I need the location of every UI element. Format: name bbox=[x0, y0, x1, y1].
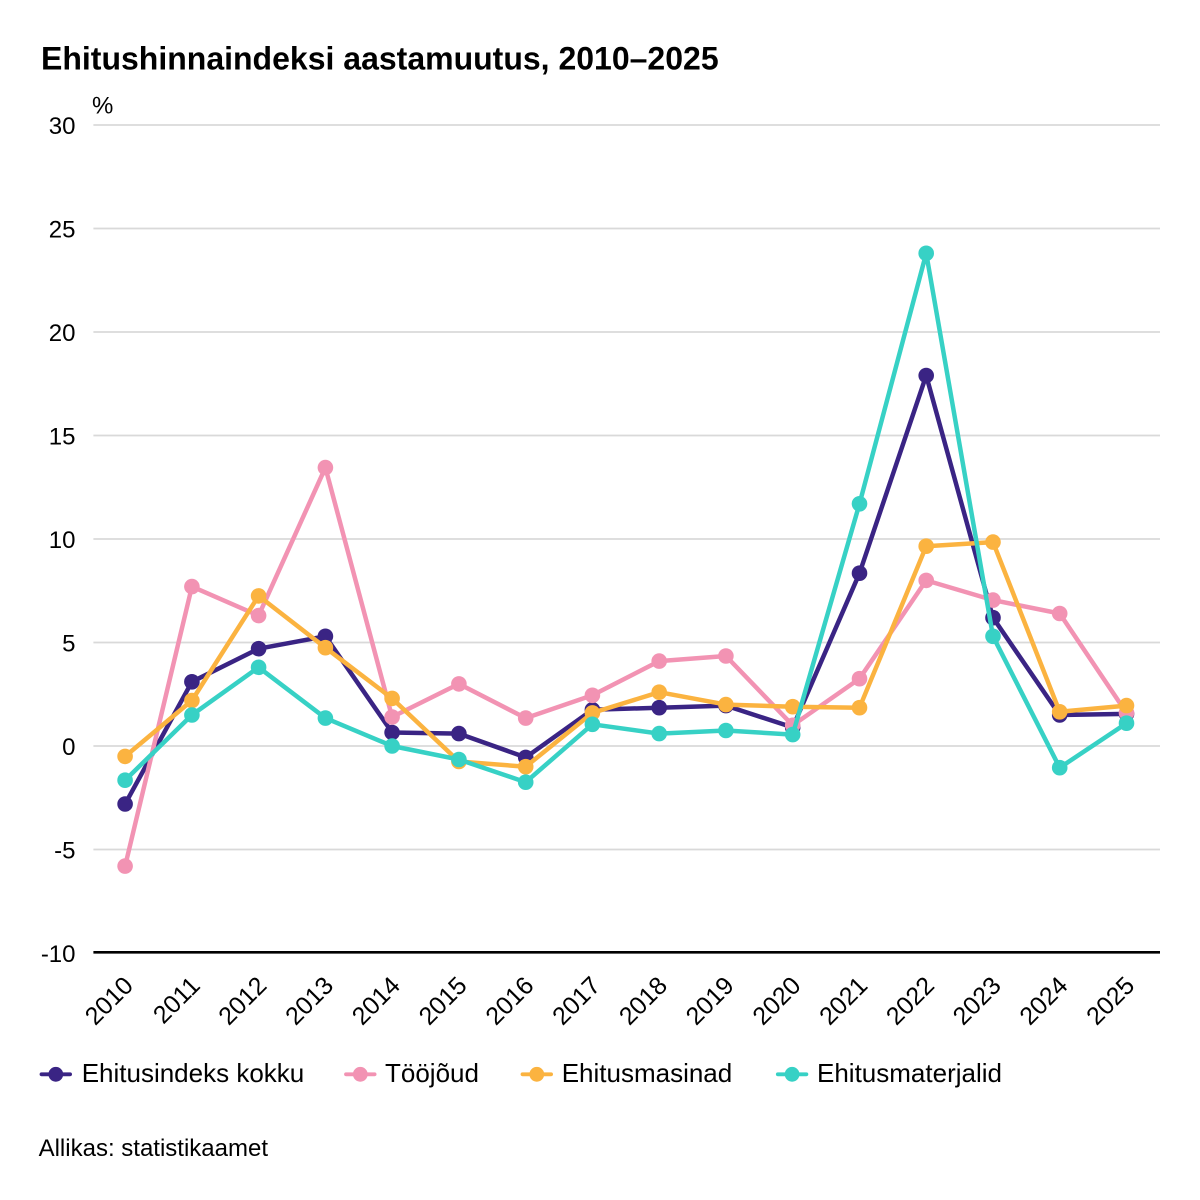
svg-text:10: 10 bbox=[49, 527, 76, 554]
svg-text:Ehitusindeks kokku: Ehitusindeks kokku bbox=[82, 1058, 305, 1088]
svg-text:Allikas: statistikaamet: Allikas: statistikaamet bbox=[39, 1135, 269, 1162]
svg-text:Ehitushinnaindeksi aastamuutus: Ehitushinnaindeksi aastamuutus, 2010–202… bbox=[41, 41, 719, 77]
svg-text:Tööjõud: Tööjõud bbox=[385, 1058, 479, 1088]
svg-text:30: 30 bbox=[49, 113, 76, 140]
svg-text:0: 0 bbox=[62, 734, 75, 761]
svg-text:%: % bbox=[92, 92, 113, 119]
svg-text:20: 20 bbox=[49, 320, 76, 347]
svg-text:Ehitusmaterjalid: Ehitusmaterjalid bbox=[817, 1058, 1002, 1088]
svg-text:-10: -10 bbox=[41, 941, 76, 968]
svg-text:-5: -5 bbox=[54, 837, 75, 864]
svg-text:Ehitusmasinad: Ehitusmasinad bbox=[562, 1058, 733, 1088]
svg-text:25: 25 bbox=[49, 216, 76, 243]
svg-text:5: 5 bbox=[62, 630, 75, 657]
svg-text:15: 15 bbox=[49, 423, 76, 450]
